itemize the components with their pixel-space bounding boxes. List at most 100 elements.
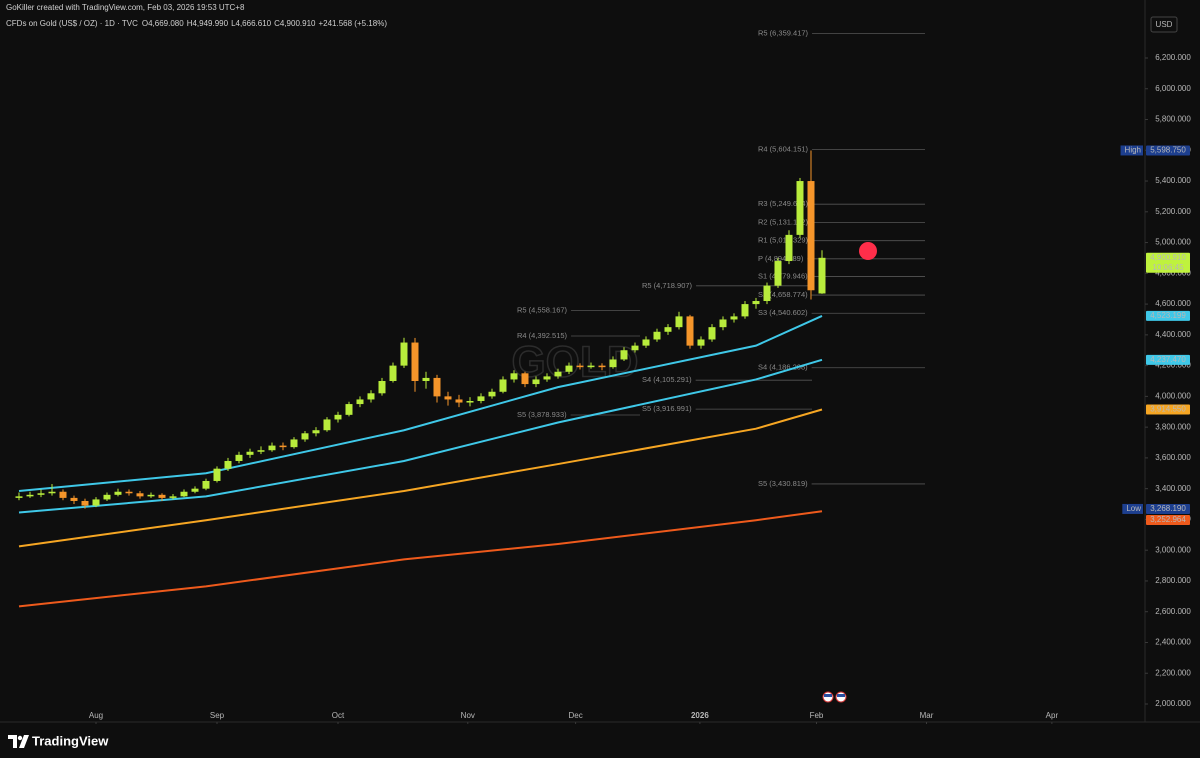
y-tick-label: 2,600.000 <box>1155 607 1191 616</box>
y-tick-label: 3,400.000 <box>1155 484 1191 493</box>
candle-body <box>323 419 331 431</box>
pivot-label: R5 (4,558.167) <box>517 306 568 315</box>
candle-body <box>70 497 78 501</box>
y-tick-label: 2,800.000 <box>1155 576 1191 585</box>
pivot-label: R5 (6,359.417) <box>758 28 809 37</box>
candle-body <box>81 500 89 506</box>
price-tag-name: Low <box>1126 504 1141 513</box>
x-tick-label: Oct <box>332 711 345 720</box>
price-tag-label: 4,237.470 <box>1150 355 1186 364</box>
price-tag <box>1146 404 1190 415</box>
price-tag <box>1146 503 1190 514</box>
credit: GoKiller created with TradingView.com, F… <box>6 3 245 12</box>
pivot-label: R5 (4,718.907) <box>642 281 693 290</box>
candle-body <box>796 181 804 235</box>
candle-body <box>543 376 551 380</box>
candle-body <box>609 359 617 368</box>
candle-body <box>290 439 298 448</box>
candle-body <box>59 491 67 498</box>
candle-body <box>147 494 155 497</box>
candle-body <box>356 399 364 405</box>
price-tag-label: 3,252.964 <box>1150 515 1186 524</box>
moving-average <box>18 510 823 608</box>
x-tick-label: Nov <box>461 711 475 720</box>
event-icons[interactable] <box>822 691 847 703</box>
y-tick-label: 4,800.000 <box>1155 268 1191 277</box>
logo[interactable]: TradingView <box>8 733 109 748</box>
candle-body <box>697 339 705 346</box>
x-tick-label: Feb <box>810 711 824 720</box>
x-tick-label: Sep <box>210 711 225 720</box>
candle-body <box>554 371 562 377</box>
moving-average <box>18 358 823 514</box>
candle-body <box>752 301 760 305</box>
y-tick-label: 2,200.000 <box>1155 668 1191 677</box>
candle-body <box>191 488 199 492</box>
candle-body <box>301 433 309 440</box>
candle-body <box>741 304 749 317</box>
candle-body <box>774 261 782 286</box>
logo-text[interactable]: TradingView <box>32 733 109 748</box>
x-tick-label: Apr <box>1046 711 1059 720</box>
y-tick-label: 5,400.000 <box>1155 176 1191 185</box>
event-flag <box>824 694 832 697</box>
candle-body <box>279 445 287 448</box>
ohlc-value: +241.568 (+5.18%) <box>318 19 387 28</box>
candle-body <box>708 327 716 340</box>
y-tick-label: 5,000.000 <box>1155 238 1191 247</box>
countdown: 10:06:45 <box>1152 263 1184 272</box>
candle-body <box>587 365 595 368</box>
y-tick-label: 3,800.000 <box>1155 422 1191 431</box>
ohlc-value: O4,669.080 <box>142 19 184 28</box>
candle-body <box>37 493 45 495</box>
currency[interactable]: USD <box>1156 20 1173 29</box>
candle-body <box>92 499 100 506</box>
price-tag-label: 5,598.750 <box>1150 146 1186 155</box>
candle-body <box>257 450 265 452</box>
moving-average <box>18 408 823 548</box>
candle-body <box>312 430 320 434</box>
ohlc-value: L4,666.610 <box>231 19 272 28</box>
y-tick-label: 4,600.000 <box>1155 299 1191 308</box>
candle-body <box>334 414 342 420</box>
x-tick-label: Aug <box>89 711 103 720</box>
price-tag-label: 4,523.199 <box>1150 311 1186 320</box>
x-tick-label: Dec <box>568 711 582 720</box>
candle-body <box>532 379 540 385</box>
y-tick-label: 4,000.000 <box>1155 391 1191 400</box>
candle-body <box>444 396 452 400</box>
candle-body <box>642 339 650 346</box>
pivot-label: R1 (5,012.329) <box>758 236 809 245</box>
candle-body <box>576 365 584 368</box>
candle-body <box>455 399 463 403</box>
pivot-label: R2 (5,131.162) <box>758 217 809 226</box>
pivot-label: S2 (4,658.774) <box>758 290 808 299</box>
pivot-label: S5 (3,430.819) <box>758 479 808 488</box>
y-tick-label: 4,200.000 <box>1155 361 1191 370</box>
y-tick-label: 6,000.000 <box>1155 84 1191 93</box>
candle-body <box>345 404 353 415</box>
candle-body <box>378 380 386 394</box>
candle-body <box>246 451 254 455</box>
currency-box[interactable] <box>1150 16 1178 33</box>
pivot-label: S5 (3,916.991) <box>642 404 692 413</box>
pivot-label: S3 (4,540.602) <box>758 308 808 317</box>
price-tag-name-box <box>1120 145 1143 156</box>
logo-icon[interactable] <box>8 735 29 748</box>
candle-body <box>422 377 430 381</box>
candle-body <box>48 491 56 494</box>
ohlc-value: H4,949.990 <box>187 19 229 28</box>
candle-body <box>598 365 606 368</box>
candle-body <box>620 350 628 360</box>
y-tick-label: 6,200.000 <box>1155 53 1191 62</box>
price-tag <box>1146 252 1190 273</box>
logo-dot <box>17 735 23 741</box>
candle-body <box>510 373 518 380</box>
candle-body <box>103 494 111 500</box>
candle-body <box>730 316 738 320</box>
alert-marker[interactable] <box>859 242 877 260</box>
candle-body <box>15 496 23 498</box>
candle-body <box>367 393 375 400</box>
price-tag-name: High <box>1125 146 1141 155</box>
pivot-label: R4 (5,604.151) <box>758 145 809 154</box>
